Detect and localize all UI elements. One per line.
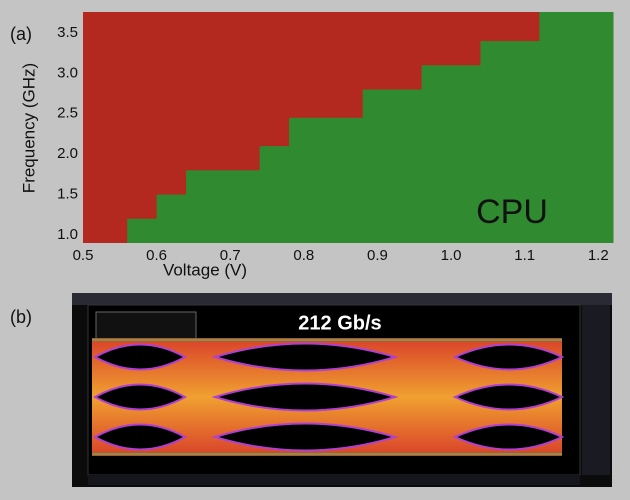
x-tick-label: 0.8 [293, 247, 314, 264]
eye-edges [92, 339, 562, 455]
x-tick-label: 1.2 [588, 247, 609, 264]
y-tick-label: 1.5 [57, 186, 78, 203]
eye-openings [92, 342, 565, 452]
pass-region [362, 89, 423, 244]
y-tick-label: 2.0 [57, 145, 78, 162]
data-rate-label: 212 Gb/s [298, 312, 381, 334]
x-tick-label: 1.1 [514, 247, 535, 264]
info-box [95, 311, 197, 341]
pass-region [480, 41, 540, 244]
x-tick-label: 0.5 [73, 247, 94, 264]
y-axis-label: Frequency (GHz) [19, 63, 38, 193]
pass-region [186, 170, 261, 243]
pass-region [539, 12, 614, 243]
pass-region [289, 117, 364, 243]
pass-region [259, 146, 290, 243]
x-tick-label: 0.6 [146, 247, 167, 264]
eye-diagram-screen: 212 Gb/s [72, 293, 612, 487]
panel-label: (b) [10, 307, 32, 327]
pass-region [127, 218, 158, 243]
x-tick-label: 1.0 [441, 247, 462, 264]
annotation: CPU [476, 193, 548, 231]
pass-region [156, 194, 187, 243]
scope-scale [582, 305, 610, 475]
pass-region [421, 65, 481, 243]
y-tick-label: 3.0 [57, 64, 78, 81]
y-tick-label: 2.5 [57, 105, 78, 122]
x-tick-label: 0.9 [367, 247, 388, 264]
y-tick-label: 3.5 [57, 24, 78, 41]
x-axis-label: Voltage (V) [163, 260, 247, 279]
x-tick-label: 0.7 [220, 247, 241, 264]
shmoo-chart: CPU 1.0 1.5 2.0 2.5 3.0 3.5 0.5 0.6 0.7 0.8 0.9 1.0 1… [57, 12, 614, 264]
scope-axis [88, 475, 580, 485]
scope-toolbar [72, 293, 612, 305]
panel-label: (a) [10, 24, 32, 44]
y-tick-label: 1.0 [57, 226, 78, 243]
